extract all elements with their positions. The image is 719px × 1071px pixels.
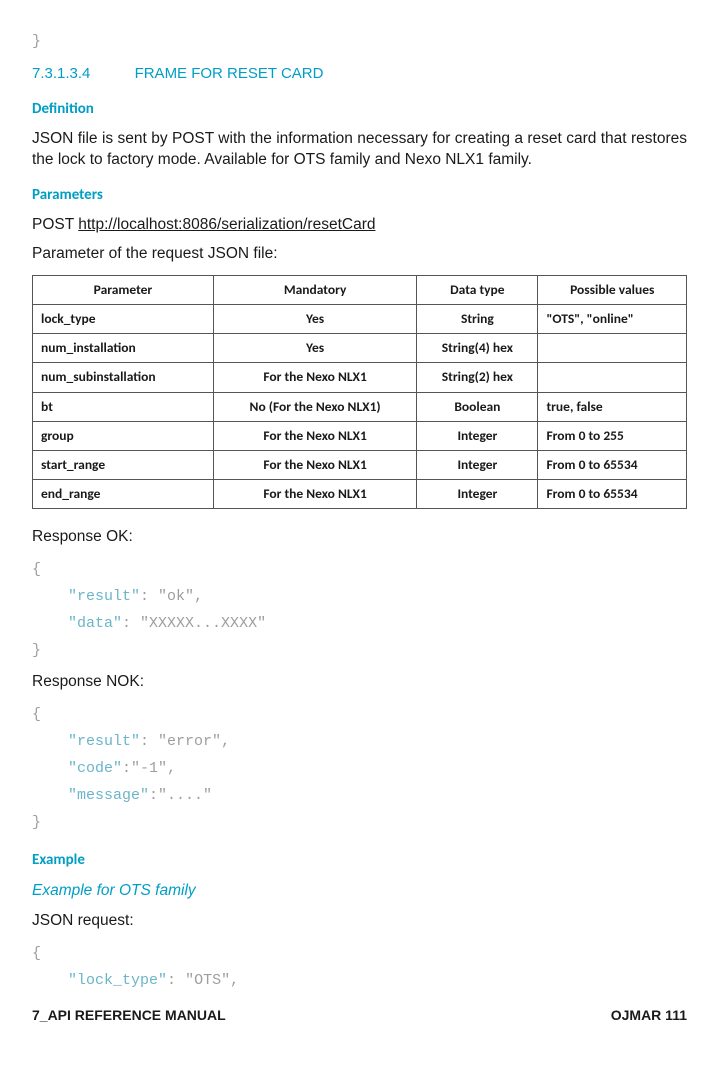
json-key: "message" (68, 787, 149, 804)
parameters-table: Parameter Mandatory Data type Possible v… (32, 275, 687, 510)
json-val: "OTS" (185, 972, 230, 989)
response-ok-code: { "result": "ok", "data": "XXXXX...XXXX"… (32, 556, 687, 664)
brace: } (32, 642, 41, 659)
cell: group (33, 421, 214, 450)
footer-right: OJMAR 111 (611, 1006, 687, 1025)
section-number: 7.3.1.3.4 (32, 65, 90, 82)
json-val: "-1" (131, 760, 167, 777)
cell: Integer (417, 451, 538, 480)
footer-left: 7_API REFERENCE MANUAL (32, 1006, 226, 1025)
cell: From 0 to 255 (538, 421, 687, 450)
definition-text: JSON file is sent by POST with the infor… (32, 129, 687, 171)
post-line: POST http://localhost:8086/serialization… (32, 215, 687, 236)
post-label: POST (32, 216, 78, 233)
cell (538, 334, 687, 363)
cell: No (For the Nexo NLX1) (213, 392, 416, 421)
cell: Integer (417, 480, 538, 509)
example-heading: Example (32, 850, 687, 870)
cell: bt (33, 392, 214, 421)
cell: For the Nexo NLX1 (213, 451, 416, 480)
json-key: "code" (68, 760, 122, 777)
cell: From 0 to 65534 (538, 451, 687, 480)
section-title: FRAME FOR RESET CARD (135, 65, 324, 82)
definition-heading: Definition (32, 99, 687, 119)
cell: end_range (33, 480, 214, 509)
cell: For the Nexo NLX1 (213, 363, 416, 392)
param-intro: Parameter of the request JSON file: (32, 244, 687, 265)
cell: String (417, 304, 538, 333)
cell: lock_type (33, 304, 214, 333)
cell: num_subinstallation (33, 363, 214, 392)
json-request-code: { "lock_type": "OTS", (32, 940, 687, 994)
cell: Yes (213, 304, 416, 333)
cell: String(2) hex (417, 363, 538, 392)
json-key: "lock_type" (68, 972, 167, 989)
table-row: bt No (For the Nexo NLX1) Boolean true, … (33, 392, 687, 421)
cell: From 0 to 65534 (538, 480, 687, 509)
brace: { (32, 706, 41, 723)
th-parameter: Parameter (33, 275, 214, 304)
post-url: http://localhost:8086/serialization/rese… (78, 216, 375, 233)
json-val: "XXXXX...XXXX" (140, 615, 266, 632)
json-val: "...." (158, 787, 212, 804)
json-key: "data" (68, 615, 122, 632)
cell: true, false (538, 392, 687, 421)
cell: For the Nexo NLX1 (213, 421, 416, 450)
table-row: num_installation Yes String(4) hex (33, 334, 687, 363)
response-nok-label: Response NOK: (32, 672, 687, 693)
response-ok-label: Response OK: (32, 527, 687, 548)
cell: "OTS", "online" (538, 304, 687, 333)
table-header-row: Parameter Mandatory Data type Possible v… (33, 275, 687, 304)
brace: { (32, 945, 41, 962)
page-footer: 7_API REFERENCE MANUAL OJMAR 111 (32, 1006, 687, 1025)
table-row: num_subinstallation For the Nexo NLX1 St… (33, 363, 687, 392)
response-nok-code: { "result": "error", "code":"-1", "messa… (32, 701, 687, 836)
cell: num_installation (33, 334, 214, 363)
th-possible: Possible values (538, 275, 687, 304)
cell: Boolean (417, 392, 538, 421)
cell: Yes (213, 334, 416, 363)
cell: String(4) hex (417, 334, 538, 363)
json-key: "result" (68, 733, 140, 750)
th-datatype: Data type (417, 275, 538, 304)
closing-brace: } (32, 32, 687, 52)
table-row: start_range For the Nexo NLX1 Integer Fr… (33, 451, 687, 480)
cell (538, 363, 687, 392)
cell: Integer (417, 421, 538, 450)
cell: start_range (33, 451, 214, 480)
table-row: end_range For the Nexo NLX1 Integer From… (33, 480, 687, 509)
brace: } (32, 814, 41, 831)
table-row: group For the Nexo NLX1 Integer From 0 t… (33, 421, 687, 450)
example-subtitle: Example for OTS family (32, 881, 687, 902)
section-heading: 7.3.1.3.4 FRAME FOR RESET CARD (32, 64, 687, 84)
table-row: lock_type Yes String "OTS", "online" (33, 304, 687, 333)
brace: { (32, 561, 41, 578)
json-val: "ok" (158, 588, 194, 605)
th-mandatory: Mandatory (213, 275, 416, 304)
cell: For the Nexo NLX1 (213, 480, 416, 509)
json-key: "result" (68, 588, 140, 605)
json-request-label: JSON request: (32, 911, 687, 932)
parameters-heading: Parameters (32, 185, 687, 205)
json-val: "error" (158, 733, 221, 750)
